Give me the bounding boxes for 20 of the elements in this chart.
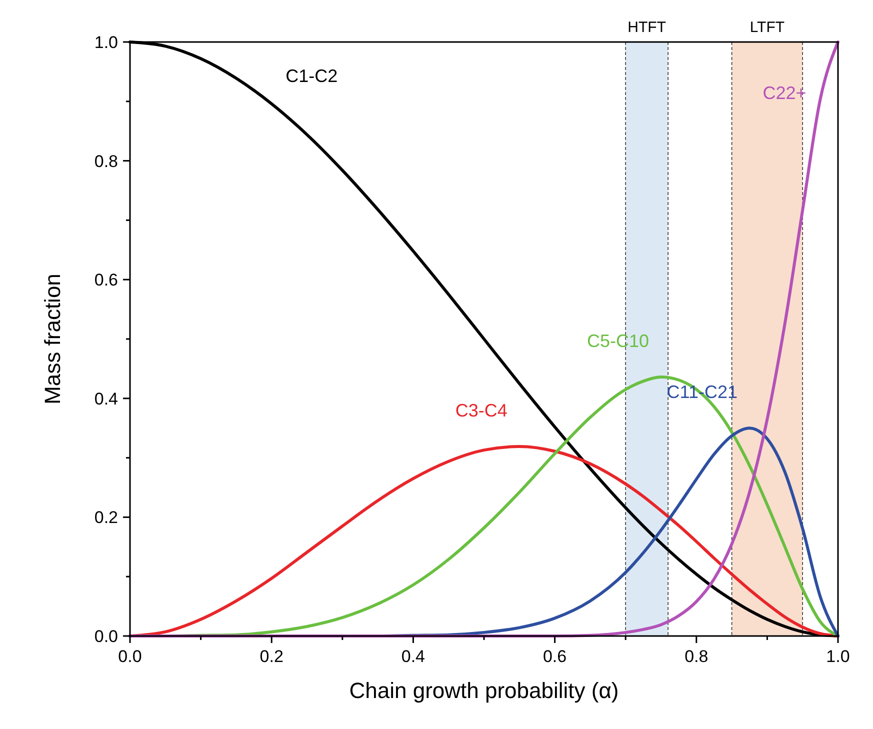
y-tick-label: 0.4 — [94, 389, 118, 408]
y-tick-label: 0.2 — [94, 508, 118, 528]
x-tick-label: 1.0 — [826, 647, 850, 666]
x-tick-label: 0.4 — [401, 647, 426, 666]
y-tick-label: 0.0 — [94, 627, 118, 646]
x-axis-title: Chain growth probability (α) — [349, 678, 619, 703]
y-tick-label: 0.8 — [94, 152, 118, 171]
series-label: C1-C2 — [286, 66, 338, 86]
series-label: C22+ — [762, 83, 806, 104]
y-tick-label: 0.6 — [94, 270, 118, 290]
band-label: LTFT — [750, 19, 785, 36]
band-label: HTFT — [628, 19, 666, 36]
x-tick-label: 0.2 — [260, 647, 284, 666]
y-tick-label: 1.0 — [94, 33, 118, 52]
series-label: C5-C10 — [586, 331, 649, 352]
series-label: C3-C4 — [455, 400, 508, 421]
y-axis-title: Mass fraction — [40, 274, 65, 404]
x-tick-label: 0.0 — [118, 647, 142, 666]
x-tick-label: 0.8 — [684, 647, 708, 666]
x-tick-label: 0.6 — [542, 647, 567, 666]
